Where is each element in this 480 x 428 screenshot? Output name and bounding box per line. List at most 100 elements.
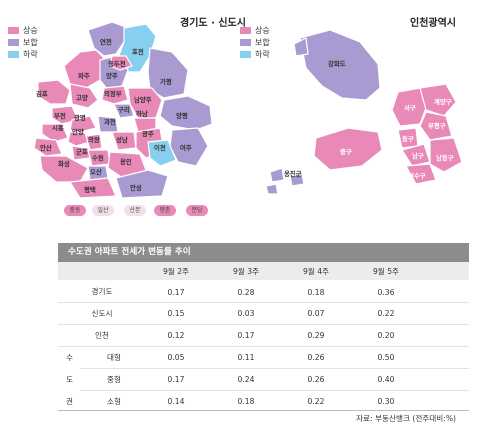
table-cell: 0.14 (167, 397, 185, 406)
label-seongnam: 성남 (116, 135, 128, 144)
incheon-legend-fall: 하락 (240, 48, 270, 60)
region-bupyeonggu (419, 111, 453, 141)
source-note: 자료: 부동산뱅크 (전주대비:%) (356, 414, 456, 423)
region-namdonggu (429, 137, 463, 173)
region-bucheon (51, 105, 79, 125)
incheon-legend-rise-swatch (240, 26, 251, 34)
row-label-large: 대형 (107, 353, 121, 362)
group-label-su: 수 (66, 353, 73, 362)
legend-fall-swatch (8, 50, 19, 58)
incheon-legend-rise-label: 상승 (255, 25, 270, 35)
label-hanam: 하남 (136, 109, 148, 118)
label-gwacheon: 과천 (104, 117, 116, 126)
label-ganghwa: 강화도 (328, 59, 346, 68)
label-pyeongtaek: 평택 (84, 185, 96, 194)
incheon-map-title: 인천광역시 (410, 18, 456, 29)
region-guri (113, 103, 135, 119)
region-ongjin-3 (265, 183, 279, 195)
table-cell: 0.36 (377, 288, 395, 297)
label-siheung: 시흥 (52, 123, 64, 132)
group-label-gwon: 권 (66, 397, 73, 406)
table-divider (58, 302, 469, 303)
label-paju: 파주 (78, 71, 90, 80)
gyeonggi-map: 연천 포천 동두천 양주 파주 의정부 가평 김포 고양 남양주 구리 부천 시… (33, 21, 213, 199)
region-ongjin-2 (289, 173, 305, 187)
row-label-medium: 중형 (107, 375, 121, 384)
table-cell: 0.18 (237, 397, 255, 406)
region-gyeyanggu (419, 83, 457, 117)
row-label-incheon: 인천 (95, 331, 109, 340)
region-icheon (147, 139, 177, 167)
legend-rise-swatch (8, 26, 19, 34)
label-gwangmyeong: 광명 (74, 113, 86, 122)
region-gapyeong (147, 47, 189, 99)
label-pocheon: 포천 (132, 47, 144, 56)
newtown-ilsan: 일산 (92, 205, 114, 216)
incheon-legend-fall-swatch (240, 50, 251, 58)
table-cell: 0.15 (167, 309, 185, 318)
region-yangpyeong (159, 95, 213, 131)
row-label-small: 소형 (107, 397, 121, 406)
table-cell: 0.03 (237, 309, 255, 318)
legend-fall-label: 하락 (23, 49, 38, 59)
table-cell: 0.05 (167, 353, 185, 362)
table-cell: 0.30 (377, 397, 395, 406)
legend-flat-label: 보합 (23, 37, 38, 47)
label-yangpyeong: 양평 (176, 111, 188, 120)
newtown-bundang: 분당 (186, 205, 208, 216)
label-yeonsugu: 연수구 (408, 171, 426, 180)
label-yongin: 용인 (120, 157, 132, 166)
region-goyang (69, 83, 99, 109)
table-cell: 0.17 (237, 331, 255, 340)
region-ongjin-1 (269, 167, 285, 183)
legend-fall: 하락 (8, 48, 38, 60)
table-cell: 0.24 (237, 375, 255, 384)
label-yeoncheon: 연천 (100, 37, 112, 46)
gyeonggi-map-title: 경기도 · 신도시 (180, 18, 246, 29)
newtown-sanbon: 산본 (124, 205, 146, 216)
table-cell: 0.26 (307, 375, 325, 384)
incheon-legend-fall-label: 하락 (255, 49, 270, 59)
table-cell: 0.40 (377, 375, 395, 384)
gyeonggi-legend: 상승 보합 하락 (8, 24, 38, 60)
table-divider (80, 368, 469, 369)
table-col-header: 9월 2주 (162, 267, 190, 276)
table-title: 수도권 아파트 전세가 변동률 추이 (58, 243, 469, 262)
region-yeonsugu (405, 163, 437, 185)
legend-rise: 상승 (8, 24, 38, 36)
label-anyang: 안양 (72, 127, 84, 136)
label-dongducheon: 동두천 (108, 59, 126, 68)
label-goyang: 고양 (76, 93, 88, 102)
table-cell: 0.26 (307, 353, 325, 362)
table-cell: 0.11 (237, 353, 255, 362)
incheon-legend-flat-swatch (240, 38, 251, 46)
table-cell: 0.29 (307, 331, 325, 340)
region-anyang (67, 131, 91, 147)
region-yeoncheon (87, 21, 129, 57)
region-gimpo (37, 79, 71, 105)
label-gimpo: 김포 (36, 89, 48, 98)
label-namdonggu: 남동구 (436, 153, 454, 162)
region-ganghwa (299, 29, 381, 101)
label-guri: 구리 (118, 105, 130, 114)
table-bottom-border (58, 410, 469, 411)
label-anseong: 안성 (130, 183, 142, 192)
legend-flat-swatch (8, 38, 19, 46)
newtown-jungdong: 중동 (64, 205, 86, 216)
table-cell: 0.18 (307, 288, 325, 297)
label-gunpo: 군포 (76, 148, 88, 156)
label-bupyeonggu: 부평구 (428, 121, 446, 130)
table-col-header: 9월 4주 (302, 267, 330, 276)
region-ganghwa-islet (293, 37, 309, 57)
label-namgu: 남구 (412, 151, 424, 160)
label-ansan: 안산 (40, 143, 52, 152)
label-gwangju: 광주 (142, 129, 154, 138)
label-hwaseong: 화성 (58, 159, 70, 168)
region-gwangmyeong (69, 115, 97, 133)
row-label-newtown: 신도시 (91, 309, 113, 318)
region-uijeongbu (101, 85, 129, 105)
table-divider (80, 390, 469, 391)
row-label-gyeonggi: 경기도 (91, 287, 113, 296)
table-cell: 0.50 (377, 353, 395, 362)
region-dongducheon (109, 55, 133, 71)
